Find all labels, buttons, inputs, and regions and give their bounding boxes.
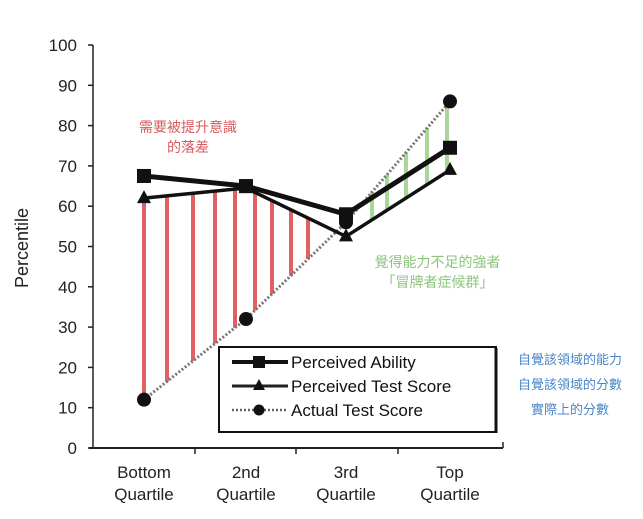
annotation-green-line-1: 覺得能力不足的強者 [374,255,501,271]
marker-square [137,168,151,183]
annotation-red-line-2: 的落差 [167,140,209,156]
marker-triangle [443,161,457,175]
legend: Perceived Ability Perceived Test Score Act… [218,346,498,433]
legend-marker-triangle [253,379,265,390]
x-tick-label: 3rd [334,463,359,482]
annotation-green-line-2: 「冒牌者症候群」 [381,275,494,291]
series-lines [137,94,457,407]
marker-square [443,140,457,155]
legend-label: Perceived Ability [291,353,416,372]
y-tick-label: 40 [58,278,77,297]
y-tick-label: 70 [58,157,77,176]
y-tick-label: 50 [58,238,77,257]
legend-marker-square [253,356,265,368]
legend-label: Actual Test Score [291,401,423,420]
marker-circle [339,215,353,230]
marker-circle [443,94,457,109]
x-tick-label: Bottom [117,463,171,482]
line-perceived-test-score [143,168,451,239]
annotation-awareness-gap: 需要被提升意識 的落差 [128,118,248,158]
marker-circle [239,312,253,327]
marker-triangle [339,228,353,242]
x-tick-label: Quartile [216,485,276,504]
line-perceived-ability [143,145,452,217]
annotation-red-line-1: 需要被提升意識 [139,120,237,136]
x-tick-label: Quartile [420,485,480,504]
translation-actual-test-score: 實際上的分數 [530,403,609,418]
y-tick-label: 60 [58,197,77,216]
marker-triangle [239,180,253,194]
line-actual-test-score [143,100,452,401]
x-tick-label: Top [436,463,463,482]
x-tick-label: Quartile [114,485,174,504]
x-tick-label: Quartile [316,485,376,504]
y-tick-label: 100 [49,36,77,55]
marker-triangle [137,190,151,204]
y-tick-label: 80 [58,117,77,136]
gap-bars [142,104,449,400]
translation-perceived-test-score: 自覺該領域的分數 [517,378,622,393]
annotation-impostor-syndrome: 覺得能力不足的強者 「冒牌者症候群」 [355,253,520,293]
translation-perceived-ability: 自覺該領域的能力 [517,353,622,368]
y-tick-label: 10 [58,399,77,418]
y-tick-label: 20 [58,358,77,377]
y-tick-label: 90 [58,76,77,95]
legend-label: Perceived Test Score [291,377,451,396]
legend-marker-circle [253,404,265,416]
x-tick-label: 2nd [232,463,260,482]
marker-circle [137,392,151,407]
legend-translation: 自覺該領域的能力 自覺該領域的分數 實際上的分數 [500,348,640,423]
axes: 0 10 20 30 40 50 60 70 80 90 100 Percentile Bottom Qu… [12,36,504,504]
y-axis-label: Percentile [12,208,32,288]
y-tick-label: 0 [68,439,77,458]
y-tick-label: 30 [58,318,77,337]
